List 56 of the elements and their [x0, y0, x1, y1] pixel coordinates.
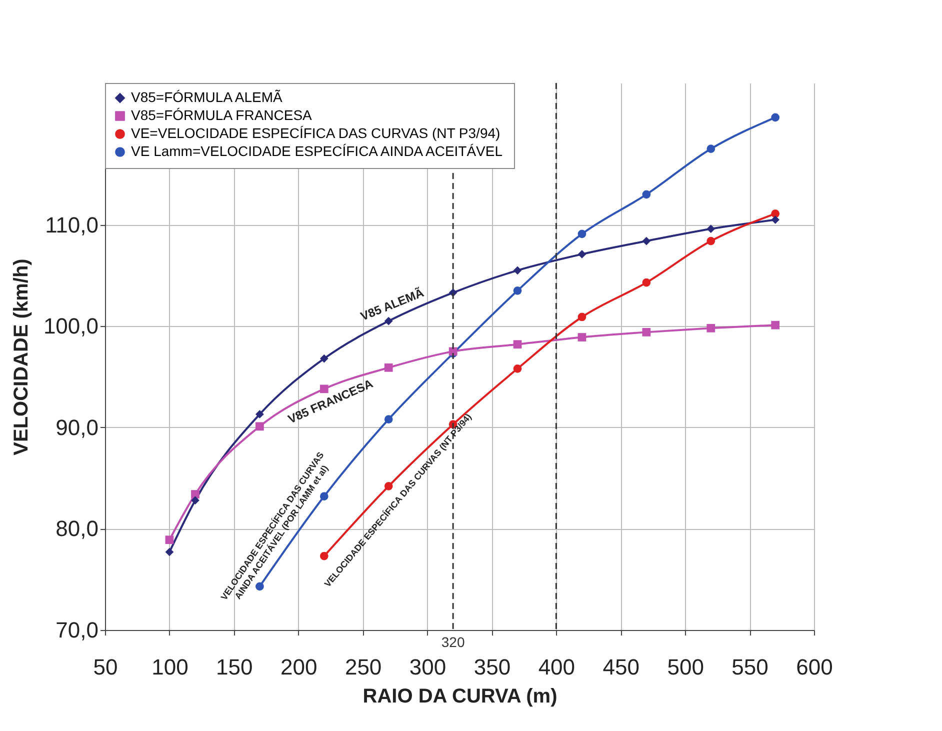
point	[642, 278, 651, 287]
x-tick-label: 400	[538, 654, 576, 680]
legend-label: VE Lamm=VELOCIDADE ESPECÍFICA AINDA ACEITÁVEL	[131, 143, 503, 159]
y-tick-label: 90,0	[56, 414, 98, 440]
point	[578, 230, 586, 238]
point	[165, 536, 174, 544]
point	[165, 548, 174, 556]
legend-label: V85=FÓRMULA FRANCESA	[131, 107, 313, 123]
point	[384, 482, 393, 490]
point	[384, 316, 393, 326]
point	[771, 320, 780, 330]
y-tick-label: 100,0	[43, 314, 98, 339]
x-tick-label: 50	[93, 654, 118, 680]
point	[771, 216, 780, 224]
point	[513, 340, 522, 349]
point	[706, 224, 716, 234]
point	[706, 144, 716, 154]
point	[642, 236, 651, 246]
point	[578, 312, 586, 322]
point	[320, 354, 328, 363]
x-tick-label: 600	[796, 654, 833, 680]
y-tick-label: 70,0	[56, 618, 98, 642]
point	[706, 324, 716, 332]
point	[320, 492, 328, 500]
point	[256, 410, 264, 418]
point	[513, 266, 522, 275]
x-tick-label: 100	[152, 654, 188, 680]
x-axis-title: RAIO DA CURVA (m)	[362, 686, 558, 708]
y-axis-title: VELOCIDADE (km/h)	[10, 258, 32, 456]
x-tick-label: 500	[667, 654, 704, 680]
x-tick-label: 450	[602, 654, 640, 680]
x-tick-label: 200	[280, 654, 318, 680]
point	[578, 250, 586, 258]
x-tick-label: 300	[409, 654, 446, 680]
point	[384, 363, 393, 372]
ref-line-label: 320	[441, 634, 465, 650]
point	[384, 415, 393, 424]
y-tick-label: 80,0	[56, 516, 98, 542]
point	[642, 190, 651, 199]
point	[256, 422, 264, 431]
point	[706, 236, 716, 246]
point	[578, 333, 586, 342]
point	[191, 496, 200, 505]
legend-label: V85=FÓRMULA ALEMÃ	[131, 89, 284, 105]
legend-label: VE=VELOCIDADE ESPECÍFICA DAS CURVAS (NT P3/94)	[131, 125, 500, 141]
y-tick-label: 110,0	[45, 212, 98, 238]
x-tick-label: 350	[474, 654, 511, 680]
point	[513, 286, 522, 295]
point	[513, 364, 522, 373]
x-tick-label: 550	[732, 654, 768, 680]
x-tick-label: 250	[344, 654, 382, 680]
point	[191, 490, 200, 498]
point	[642, 328, 651, 336]
point	[771, 209, 780, 218]
x-tick-label: 150	[216, 654, 253, 680]
point	[771, 113, 780, 122]
